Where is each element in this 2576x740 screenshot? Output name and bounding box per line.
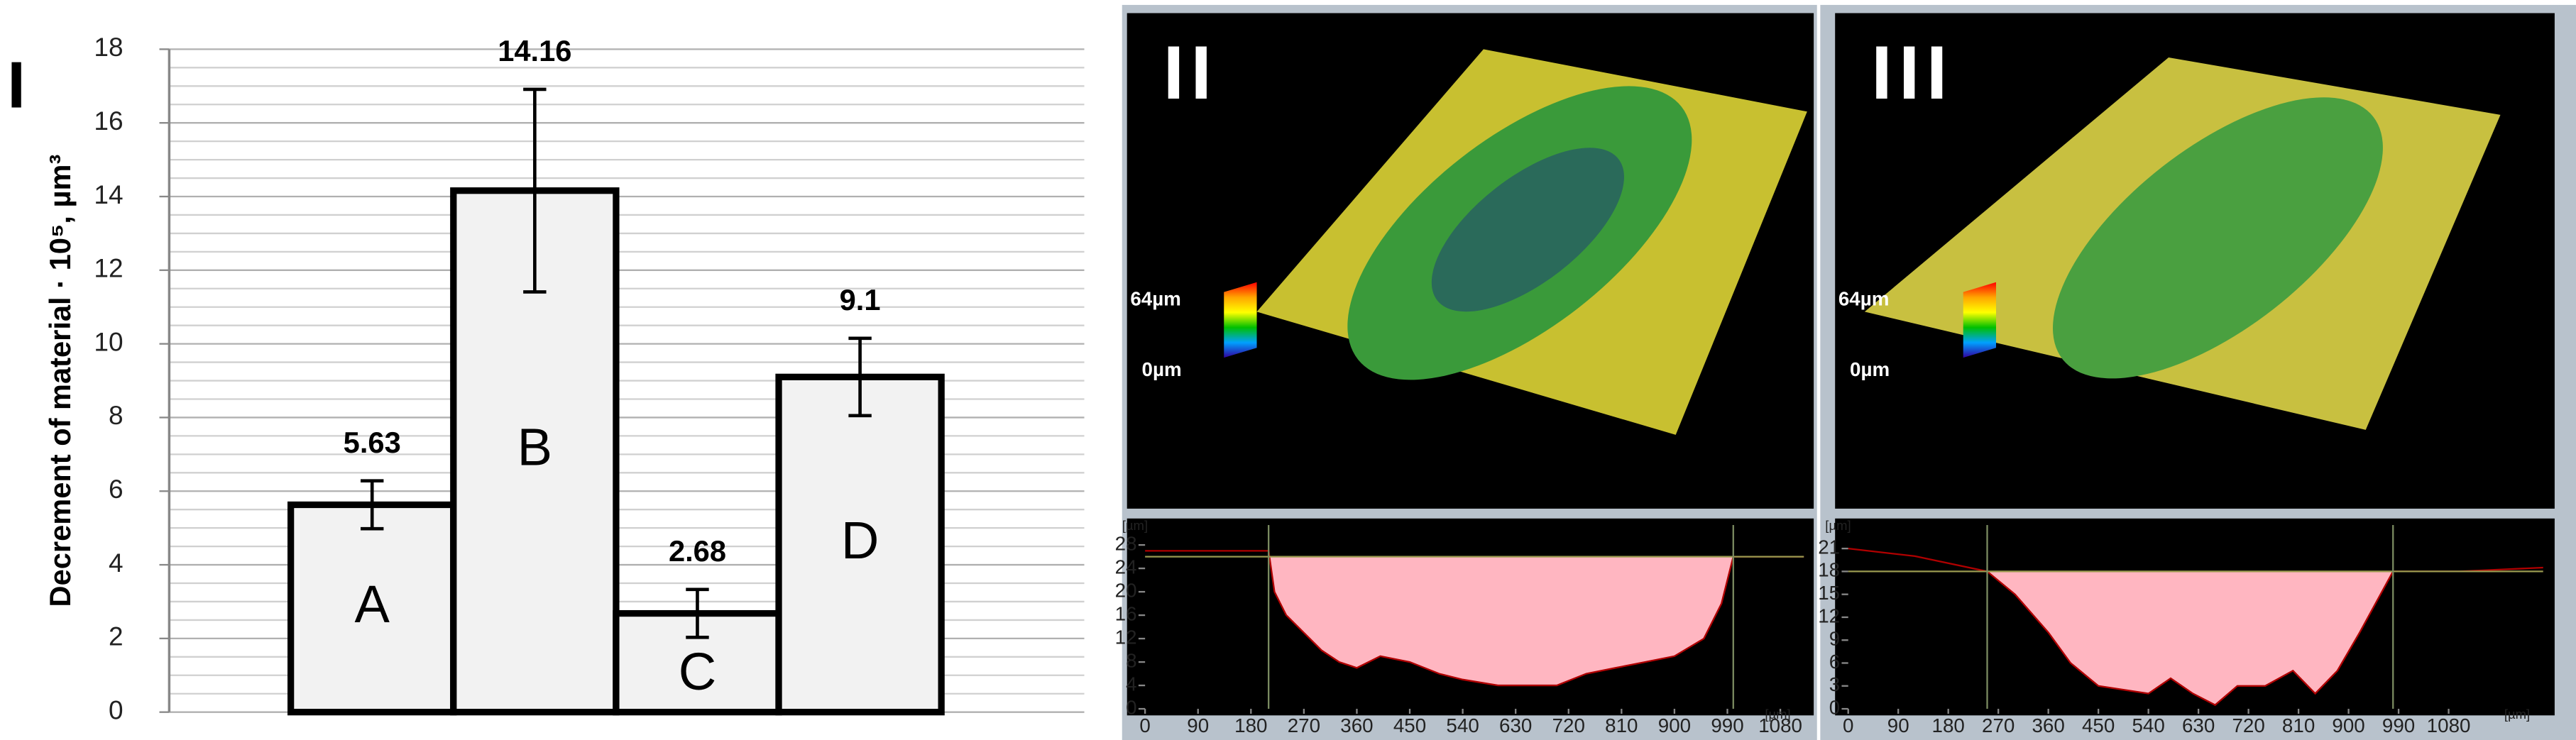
y-tick-label: 10 [94,326,123,356]
y-tick-label: 2 [109,622,124,651]
y-tick-label: 15 [1818,582,1840,604]
x-tick-label: 450 [1393,714,1426,736]
x-tick-label: 0 [1139,714,1150,736]
x-tick-label: 360 [2032,714,2065,736]
error-bar [848,336,872,418]
x-tick-label: 270 [1288,714,1320,736]
y-tick-label: 28 [1115,532,1137,554]
x-tick-label: 1080 [1758,714,1802,736]
category-label: C [679,642,716,701]
value-label: 5.63 [344,426,401,459]
y-tick-label: 16 [94,106,123,136]
scale-max-label: 64µm [1838,288,1890,310]
x-tick-label: 540 [1446,714,1479,736]
x-tick-label: 990 [2382,714,2415,736]
bar [775,373,945,716]
y-tick-label: 18 [1818,559,1840,581]
panel-label: III [1871,31,1953,115]
profile-line [1145,550,1804,687]
y-tick-label: 12 [1115,626,1137,648]
y-tick-label: 14 [94,180,123,209]
y-tick-label: 0 [1126,696,1136,718]
x-axis-label: [µm] [1765,707,1790,722]
x-tick-label: 180 [1234,714,1267,736]
profile-area [1848,571,2543,705]
x-axis-label: [µm] [2504,707,2530,722]
y-tick-label: 24 [1115,556,1137,578]
x-tick-label: 360 [1340,714,1373,736]
y-tick-label: 6 [109,474,124,504]
error-bar [686,587,709,639]
error-bar [523,87,547,294]
x-tick-label: 900 [2332,714,2364,736]
y-tick-label: 16 [1115,602,1137,624]
value-label: 9.1 [840,283,881,316]
x-tick-label: 810 [1605,714,1638,736]
x-tick-label: 630 [2182,714,2215,736]
scale-min-label: 0µm [1850,358,1890,380]
panel-label: I [7,48,26,122]
x-tick-label: 720 [1552,714,1585,736]
x-tick-label: 810 [2282,714,2315,736]
profile-area [1145,556,1804,686]
y-tick-label: 0 [1829,696,1840,718]
y-tick-label: 6 [1829,651,1840,673]
x-tick-label: 180 [1932,714,1965,736]
profile-line [1848,547,2543,707]
scale-min-label: 0µm [1142,358,1182,380]
x-tick-label: 270 [1982,714,2015,736]
y-tick-label: 4 [1126,673,1136,695]
error-bar [361,479,384,531]
panel-3-frame [1820,4,2576,740]
scale-max-label: 64µm [1130,288,1181,310]
bar [287,501,457,716]
y-tick-label: 3 [1829,673,1840,695]
y-tick-label: 4 [109,548,124,578]
x-tick-label: 900 [1658,714,1691,736]
value-label: 14.16 [498,34,571,67]
y-tick-label: 21 [1818,536,1840,558]
x-tick-label: 0 [1843,714,1853,736]
x-tick-label: 540 [2132,714,2164,736]
y-tick-label: 9 [1829,628,1840,650]
y-tick-label: 12 [94,253,123,283]
y-axis-label: [µm] [1825,518,1851,533]
x-tick-label: 1080 [2427,714,2471,736]
y-axis-label: Decrement of material · 10⁵, µm³ [43,155,77,607]
y-tick-label: 12 [1818,604,1840,626]
y-tick-label: 8 [1126,649,1136,671]
x-tick-label: 90 [1887,714,1909,736]
y-tick-label: 20 [1115,579,1137,601]
y-tick-label: 0 [109,695,124,724]
category-label: D [841,511,879,570]
x-tick-label: 720 [2232,714,2264,736]
y-tick-label: 18 [94,32,123,62]
y-tick-label: 8 [109,400,124,430]
category-label: B [517,418,552,477]
category-label: A [355,575,390,634]
x-tick-label: 450 [2082,714,2115,736]
x-tick-label: 90 [1187,714,1209,736]
y-axis-label: [µm] [1122,518,1148,533]
x-tick-label: 630 [1499,714,1532,736]
panel-label: II [1163,31,1219,115]
value-label: 2.68 [669,534,726,568]
x-tick-label: 990 [1711,714,1743,736]
